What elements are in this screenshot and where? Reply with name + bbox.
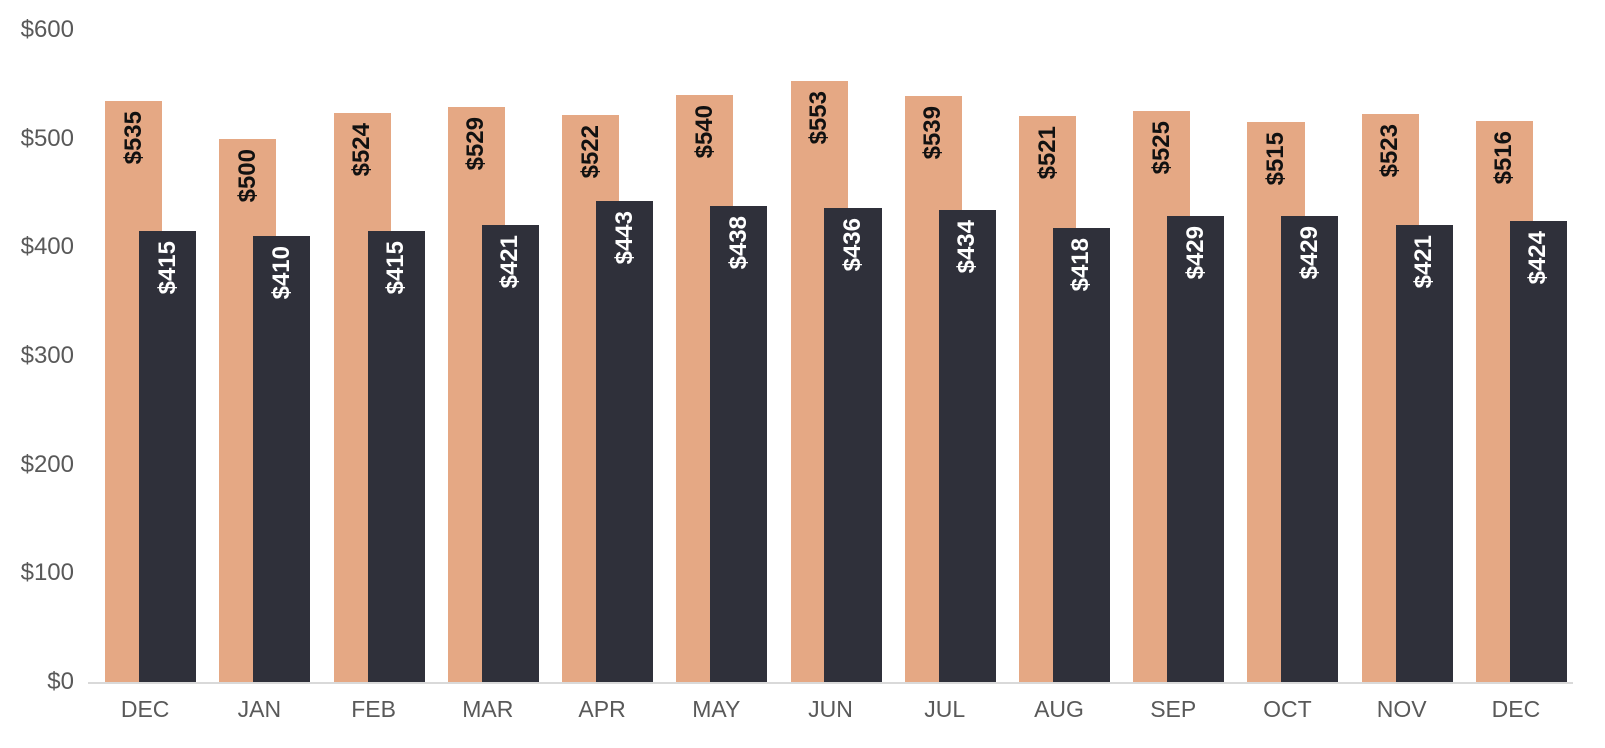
x-axis-label: MAR <box>462 696 514 722</box>
x-axis-label: JAN <box>237 696 282 722</box>
series-a-value-label: $500 <box>233 149 261 203</box>
series-a-value-label: $521 <box>1033 126 1061 180</box>
x-axis-label: DEC <box>1491 696 1541 722</box>
series-b-bar: $421 <box>481 225 539 682</box>
x-axis-label: DEC <box>120 696 170 722</box>
bar-group-aug-8: $521 $418 <box>1002 0 1116 682</box>
plot-area: $535 $415 $500 $410 $524 $415 $529 $421 $522 $443… <box>88 0 1573 684</box>
series-b-bar: $424 <box>1509 221 1567 682</box>
x-axis-label: OCT <box>1263 696 1312 722</box>
bar-group-feb-2: $524 $415 <box>316 0 430 682</box>
x-axis-label: JUL <box>924 696 966 722</box>
x-axis-label: JUN <box>808 696 853 722</box>
bar-group-nov-11: $523 $421 <box>1345 0 1459 682</box>
series-b-value-label: $434 <box>953 220 981 274</box>
x-axis-label: SEP <box>1150 696 1197 722</box>
y-tick-label: $400 <box>20 233 74 261</box>
series-a-value-label: $522 <box>576 125 604 179</box>
series-a-value-label: $515 <box>1261 132 1289 186</box>
x-axis-label: MAY <box>692 696 741 722</box>
series-a-value-label: $553 <box>805 91 833 145</box>
series-b-value-label: $443 <box>610 211 638 265</box>
x-axis: DEC JAN FEB MAR APR MAY JUN JUL AUG SEP OCT NOV DEC <box>88 698 1573 721</box>
series-b-bar: $429 <box>1167 216 1225 682</box>
y-tick-label: $100 <box>20 559 74 587</box>
series-b-value-label: $436 <box>838 218 866 272</box>
series-b-bar: $415 <box>139 231 197 682</box>
series-a-value-label: $535 <box>119 111 147 165</box>
series-b-value-label: $410 <box>267 246 295 300</box>
series-b-value-label: $429 <box>1181 226 1209 280</box>
y-tick-label: $500 <box>20 124 74 152</box>
series-a-value-label: $539 <box>919 106 947 160</box>
series-b-value-label: $415 <box>153 241 181 295</box>
series-a-value-label: $529 <box>462 117 490 171</box>
series-b-value-label: $415 <box>382 241 410 295</box>
series-b-bar: $429 <box>1281 216 1339 682</box>
series-a-value-label: $516 <box>1490 131 1518 185</box>
series-a-value-label: $523 <box>1376 124 1404 178</box>
series-b-value-label: $418 <box>1067 238 1095 292</box>
bar-group-sep-9: $525 $429 <box>1116 0 1230 682</box>
series-b-bar: $415 <box>367 231 425 682</box>
series-b-bar: $434 <box>938 210 996 682</box>
x-axis-label: APR <box>578 696 626 722</box>
bar-group-dec-12: $516 $424 <box>1459 0 1573 682</box>
y-axis: $0 $100 $200 $300 $400 $500 $600 <box>0 0 74 694</box>
series-b-bar: $438 <box>710 206 768 682</box>
bar-group-dec-0: $535 $415 <box>88 0 202 682</box>
x-axis-label: AUG <box>1034 696 1084 722</box>
series-a-value-label: $540 <box>690 105 718 159</box>
bar-group-jul-7: $539 $434 <box>888 0 1002 682</box>
bar-group-mar-3: $529 $421 <box>431 0 545 682</box>
bar-group-may-5: $540 $438 <box>659 0 773 682</box>
series-b-bar: $421 <box>1395 225 1453 682</box>
series-a-value-label: $524 <box>348 123 376 177</box>
series-b-value-label: $438 <box>724 216 752 270</box>
y-tick-label: $300 <box>20 342 74 369</box>
x-axis-label: NOV <box>1376 696 1427 722</box>
bar-group-oct-10: $515 $429 <box>1230 0 1344 682</box>
series-b-bar: $436 <box>824 208 882 682</box>
x-axis-label: FEB <box>351 696 396 722</box>
series-b-value-label: $424 <box>1524 231 1552 285</box>
series-b-value-label: $421 <box>496 235 524 289</box>
series-b-bar: $418 <box>1052 228 1110 682</box>
y-tick-label: $200 <box>20 450 74 478</box>
series-b-bar: $443 <box>595 201 654 682</box>
y-tick-label: $600 <box>20 16 74 43</box>
series-b-value-label: $429 <box>1295 226 1323 280</box>
bar-group-jun-6: $553 $436 <box>773 0 887 682</box>
y-tick-label: $0 <box>47 668 74 695</box>
bar-group-apr-4: $522 $443 <box>545 0 659 682</box>
series-b-bar: $410 <box>253 236 311 682</box>
series-b-value-label: $421 <box>1410 235 1438 289</box>
series-a-value-label: $525 <box>1147 121 1175 175</box>
bar-group-jan-1: $500 $410 <box>202 0 316 682</box>
